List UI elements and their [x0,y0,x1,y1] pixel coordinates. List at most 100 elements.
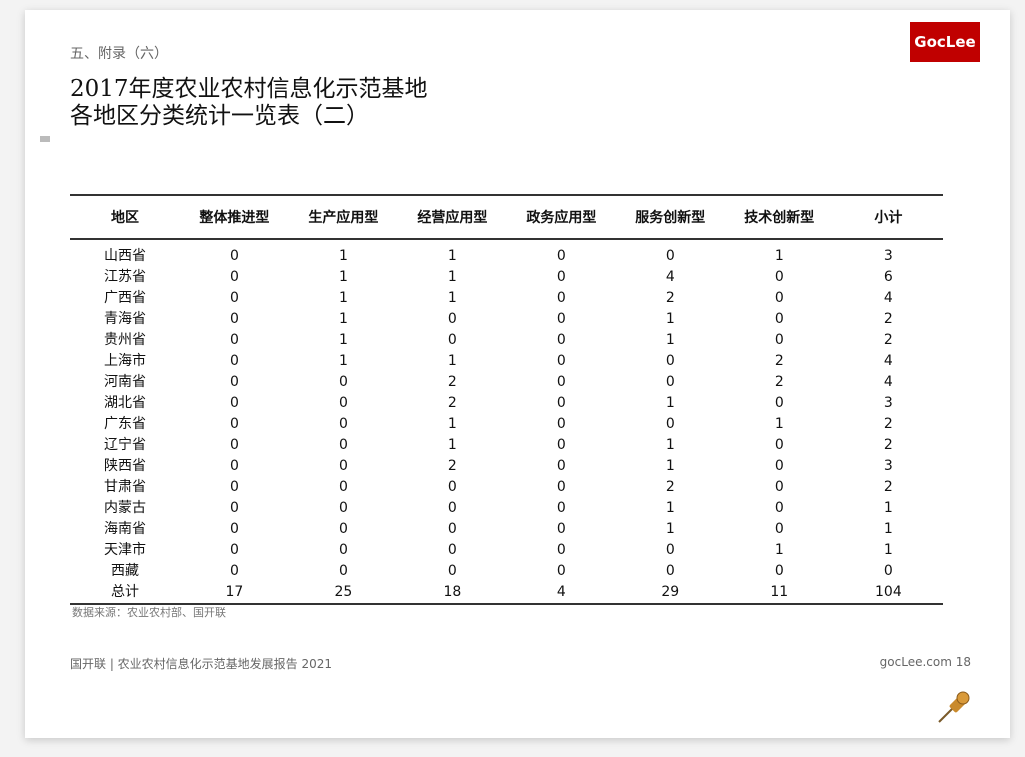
region-cell: 甘肃省 [103,479,146,495]
value-cell: 2 [774,353,784,369]
footer-report-title: 国开联 | 农业农村信息化示范基地发展报告 2021 [70,657,333,671]
value-cell: 0 [229,500,239,516]
value-cell: 0 [665,374,675,390]
value-cell: 0 [229,458,239,474]
table-row: 辽宁省 0 0 1 0 1 0 2 [70,435,943,456]
value-cell: 2 [447,395,457,411]
value-cell: 3 [883,395,893,411]
table-row: 青海省 0 1 0 0 1 0 2 [70,309,943,330]
value-cell: 6 [883,269,893,285]
value-cell: 0 [229,395,239,411]
value-cell: 11 [770,584,789,600]
value-cell: 0 [338,479,348,495]
table-header-row: 地区 整体推进型 生产应用型 经营应用型 政务应用型 服务创新型 技术创新型 小计 [70,195,943,239]
value-cell: 0 [665,416,675,432]
region-cell: 上海市 [103,353,146,369]
value-cell: 1 [883,542,893,558]
value-cell: 0 [556,437,566,453]
region-cell: 陕西省 [103,458,146,474]
value-cell: 0 [665,542,675,558]
column-header: 服务创新型 [635,210,706,226]
value-cell: 0 [229,521,239,537]
region-cell: 广西省 [103,290,146,306]
value-cell: 0 [774,311,784,327]
table-row: 上海市 0 1 1 0 0 2 4 [70,351,943,372]
value-cell: 1 [338,290,348,306]
value-cell: 1 [665,458,675,474]
value-cell: 0 [338,563,348,579]
table-row: 陕西省 0 0 2 0 1 0 3 [70,456,943,477]
value-cell: 0 [556,311,566,327]
column-header: 地区 [110,210,139,226]
value-cell: 2 [665,290,675,306]
region-cell: 内蒙古 [103,500,146,516]
value-cell: 0 [774,290,784,306]
value-cell: 0 [229,290,239,306]
value-cell: 0 [229,563,239,579]
value-cell: 2 [883,332,893,348]
value-cell: 3 [883,458,893,474]
table-row: 湖北省 0 0 2 0 1 0 3 [70,393,943,414]
value-cell: 0 [338,458,348,474]
region-cell: 河南省 [103,374,146,390]
value-cell: 0 [774,395,784,411]
value-cell: 0 [556,374,566,390]
value-cell: 1 [774,416,784,432]
side-marker [40,136,50,142]
value-cell: 0 [229,479,239,495]
value-cell: 0 [774,437,784,453]
value-cell: 1 [338,353,348,369]
table-row: 广东省 0 0 1 0 0 1 2 [70,414,943,435]
value-cell: 0 [556,290,566,306]
table-row: 贵州省 0 1 0 0 1 0 2 [70,330,943,351]
value-cell: 0 [338,521,348,537]
value-cell: 2 [883,416,893,432]
value-cell: 1 [665,521,675,537]
value-cell: 0 [447,311,457,327]
value-cell: 0 [556,521,566,537]
value-cell: 0 [338,416,348,432]
region-cell: 湖北省 [103,395,146,411]
value-cell: 2 [774,374,784,390]
value-cell: 0 [556,479,566,495]
value-cell: 1 [774,542,784,558]
value-cell: 1 [665,332,675,348]
value-cell: 1 [447,353,457,369]
value-cell: 0 [338,542,348,558]
region-cell: 江苏省 [103,269,146,285]
value-cell: 2 [883,437,893,453]
value-cell: 3 [883,248,893,264]
region-cell: 西藏 [110,563,139,579]
value-cell: 2 [883,479,893,495]
column-header: 经营应用型 [417,210,488,226]
data-source: 数据来源：农业农村部、国开联 [72,606,226,619]
value-cell: 1 [665,500,675,516]
table-row: 海南省 0 0 0 0 1 0 1 [70,519,943,540]
value-cell: 0 [774,479,784,495]
table-row: 江苏省 0 1 1 0 4 0 6 [70,267,943,288]
value-cell: 0 [229,311,239,327]
value-cell: 0 [774,458,784,474]
value-cell: 1 [665,311,675,327]
column-header: 技术创新型 [744,210,815,226]
title-line-1: 2017年度农业农村信息化示范基地 [70,76,428,102]
region-cell: 海南省 [103,521,146,537]
pushpin-icon [938,691,970,723]
table-row: 山西省 0 1 1 0 0 1 3 [70,239,943,267]
value-cell: 1 [665,437,675,453]
total-row: 总计 17 25 18 4 29 11 104 [70,582,943,604]
page-title: 2017年度农业农村信息化示范基地 各地区分类统计一览表（二） [70,76,428,130]
value-cell: 0 [447,332,457,348]
value-cell: 29 [661,584,680,600]
table-row: 广西省 0 1 1 0 2 0 4 [70,288,943,309]
value-cell: 0 [447,521,457,537]
value-cell: 0 [338,374,348,390]
table-row: 内蒙古 0 0 0 0 1 0 1 [70,498,943,519]
value-cell: 0 [883,563,893,579]
value-cell: 0 [229,353,239,369]
value-cell: 0 [229,374,239,390]
value-cell: 1 [447,290,457,306]
value-cell: 4 [883,353,893,369]
table-row: 西藏 0 0 0 0 0 0 0 [70,561,943,582]
value-cell: 0 [447,542,457,558]
